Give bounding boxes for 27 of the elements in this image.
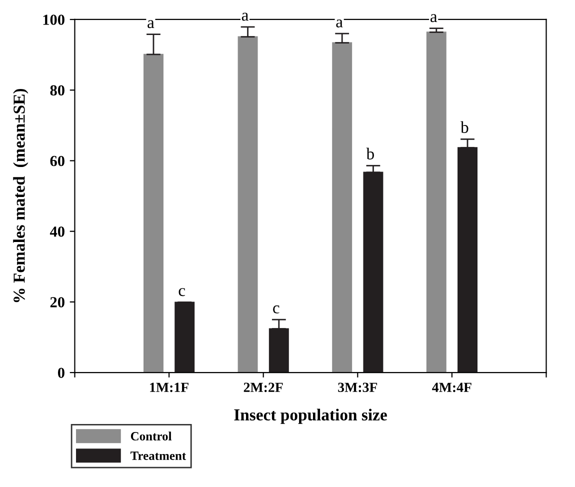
annotation: c bbox=[178, 288, 186, 296]
bar bbox=[144, 54, 164, 373]
x-tick-label: 1M:1F bbox=[150, 382, 188, 392]
annotation: b bbox=[366, 148, 374, 160]
bar bbox=[332, 42, 352, 373]
y-tick-label: 0 bbox=[58, 368, 64, 378]
y-axis-title: % Females mated (mean±SE) bbox=[13, 88, 28, 302]
bar bbox=[238, 36, 258, 373]
annotation: a bbox=[148, 20, 154, 28]
annotation: c bbox=[273, 305, 280, 314]
x-tick-label: 2M:2F bbox=[244, 382, 283, 392]
legend-label: Treatment bbox=[130, 452, 186, 460]
annotation: a bbox=[336, 19, 343, 28]
y-tick-label: 40 bbox=[50, 226, 64, 237]
x-tick-label: 3M:3F bbox=[338, 382, 378, 392]
y-tick-label: 80 bbox=[50, 85, 64, 96]
x-tick-label: 4M:4F bbox=[432, 382, 472, 392]
x-axis-title: Insect population size bbox=[234, 408, 387, 424]
annotation: a bbox=[242, 12, 248, 21]
annotation: a bbox=[430, 14, 438, 22]
bar bbox=[426, 32, 446, 373]
legend-label: Control bbox=[130, 432, 172, 440]
bar bbox=[174, 302, 195, 373]
annotation: b bbox=[460, 121, 468, 134]
y-tick-label: 60 bbox=[50, 156, 64, 166]
y-tick-label: 20 bbox=[50, 297, 64, 308]
y-tick-label: 100 bbox=[43, 14, 64, 25]
